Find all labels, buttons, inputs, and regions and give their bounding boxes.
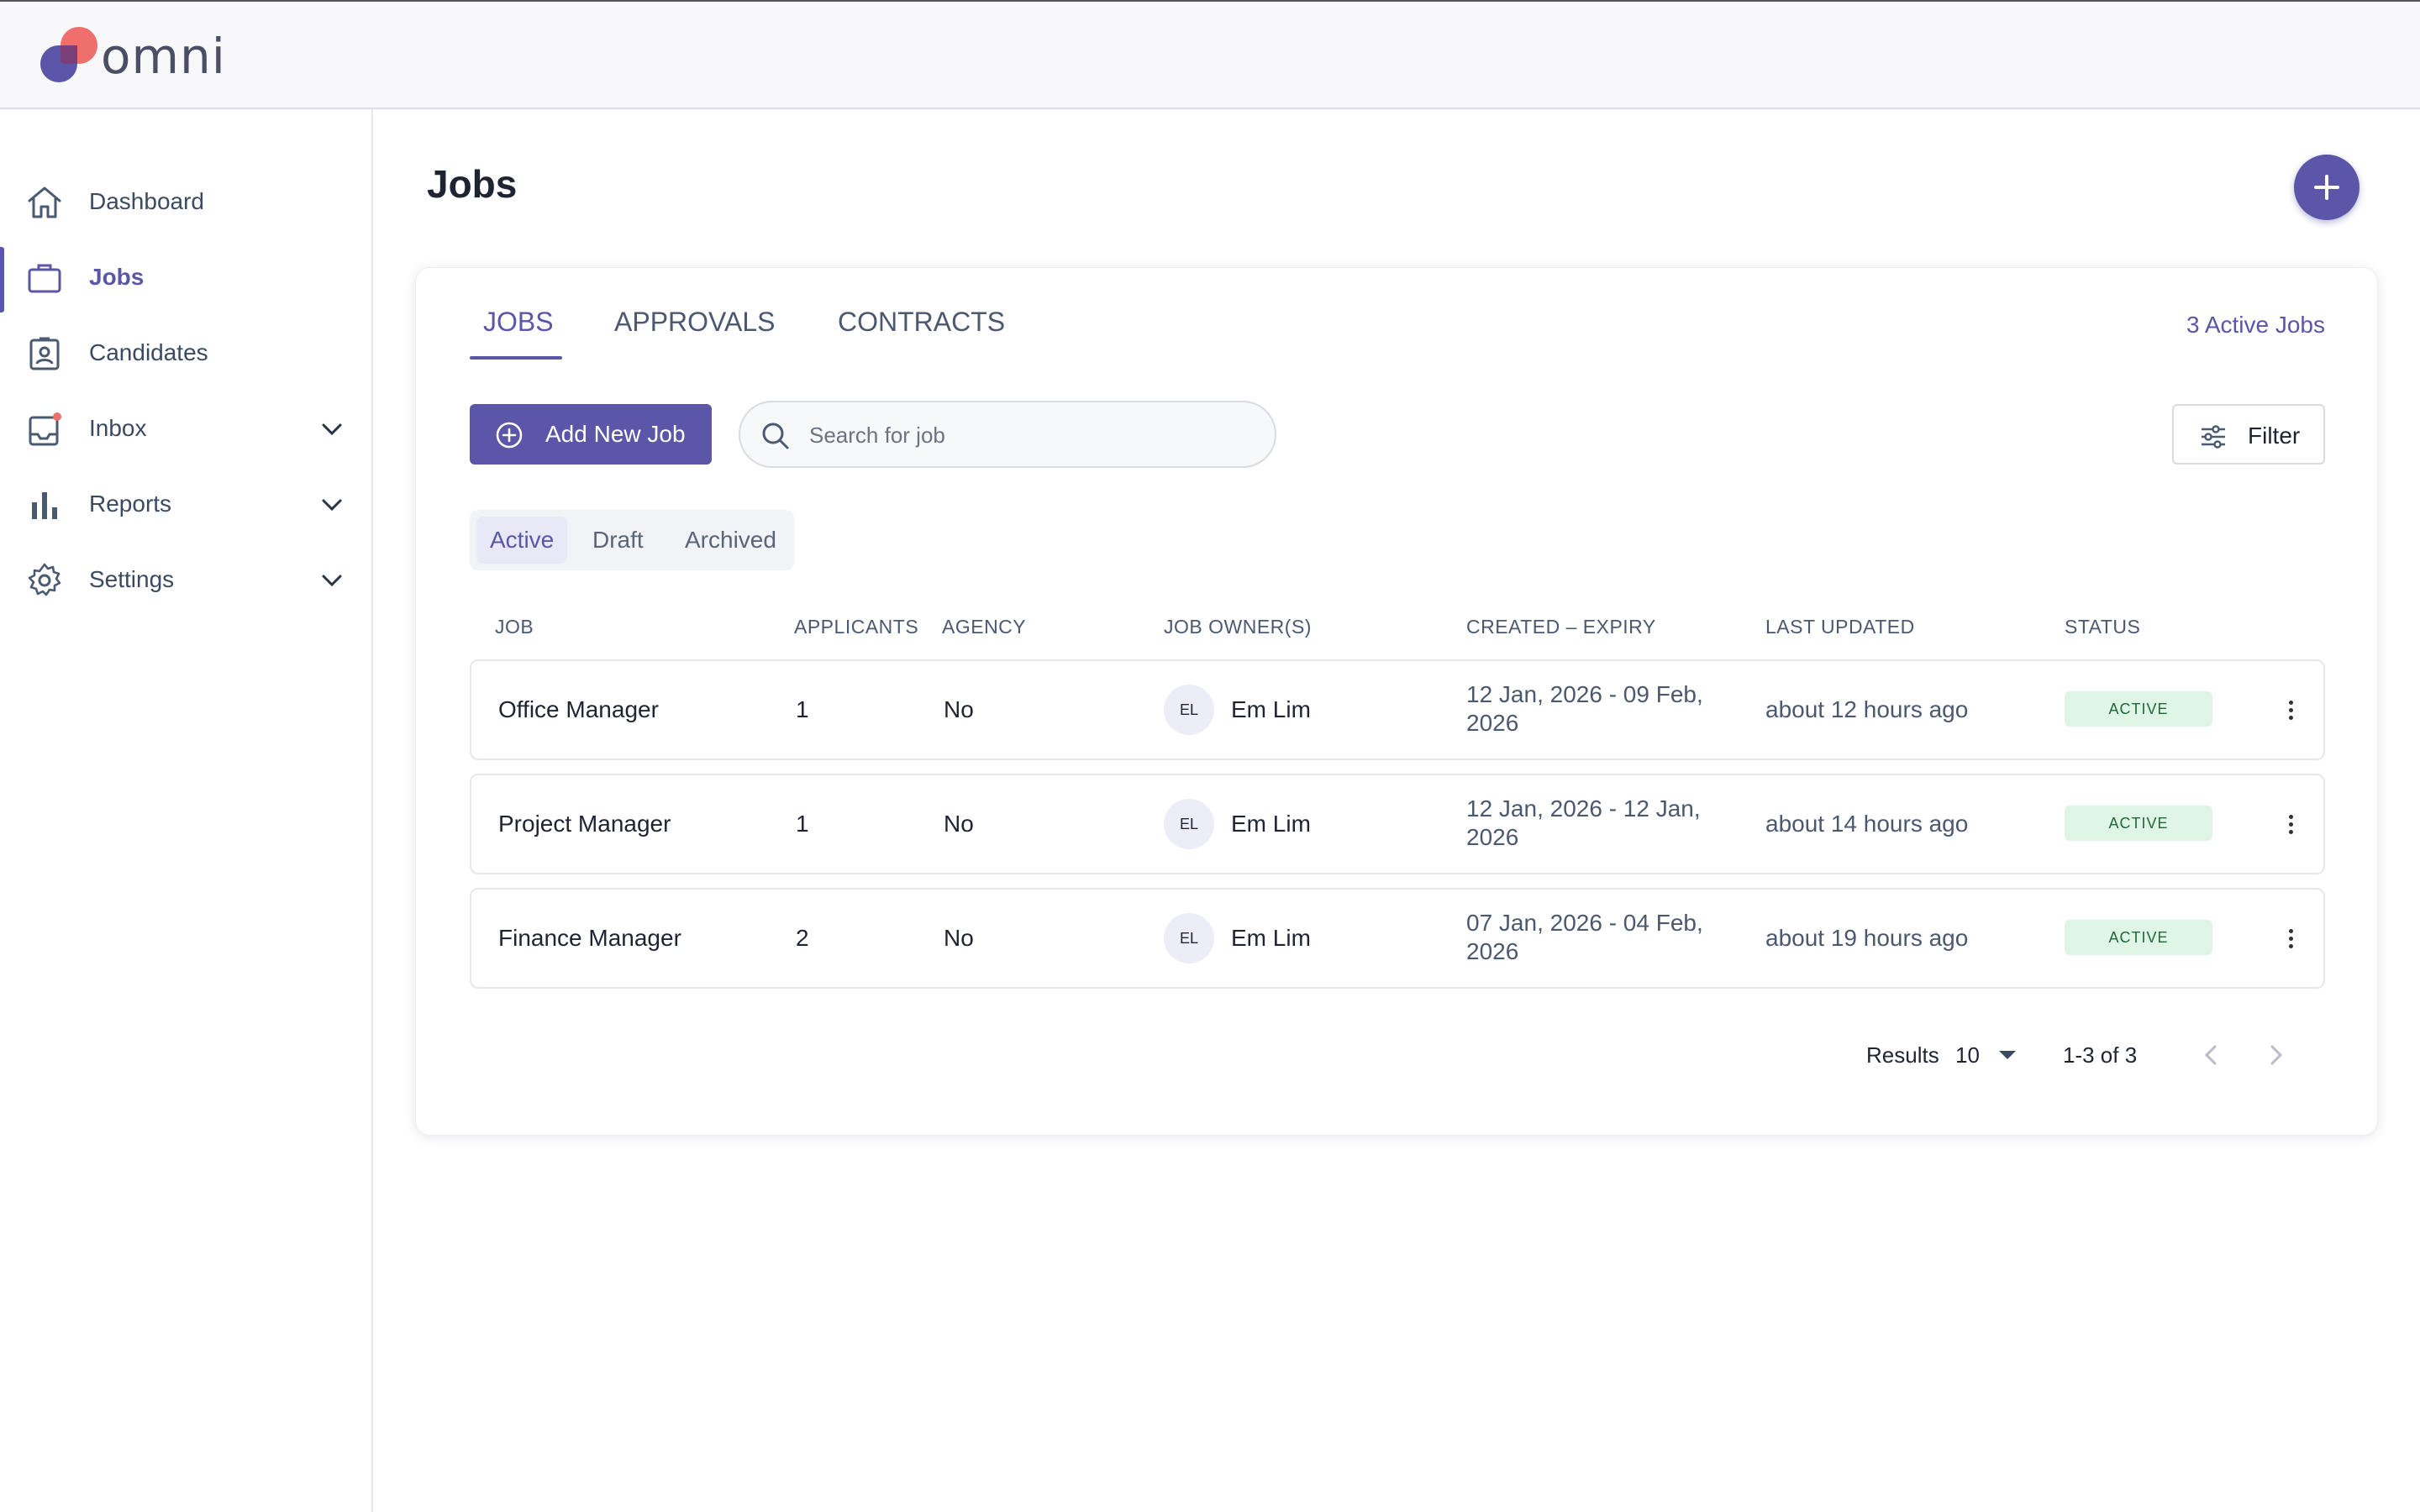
row-menu-icon[interactable] (2278, 693, 2303, 727)
avatar: EL (1164, 685, 1214, 735)
id-badge-icon (29, 337, 60, 370)
status-option-archived[interactable]: Archived (685, 527, 776, 553)
column-header-status[interactable]: STATUS (2065, 616, 2141, 638)
sidebar-item-settings[interactable]: Settings (0, 546, 371, 613)
chevron-down-icon[interactable] (318, 491, 346, 519)
row-menu-icon[interactable] (2278, 921, 2303, 955)
sidebar: Dashboard Jobs Candidates Inbox (0, 109, 373, 1512)
job-title[interactable]: Finance Manager (498, 925, 681, 951)
filter-button[interactable]: Filter (2172, 404, 2325, 465)
sidebar-item-dashboard[interactable]: Dashboard (0, 168, 371, 235)
top-bar: omni (0, 0, 2420, 109)
sidebar-item-candidates[interactable]: Candidates (0, 319, 371, 386)
job-title[interactable]: Project Manager (498, 811, 671, 837)
table-row[interactable]: Project Manager 1 No EL Em Lim 12 Jan, 2… (470, 774, 2325, 874)
sidebar-item-inbox[interactable]: Inbox (0, 395, 371, 462)
column-header-last-updated[interactable]: LAST UPDATED (1765, 616, 1915, 638)
search-input[interactable] (809, 417, 1246, 453)
applicants-count: 2 (796, 925, 809, 951)
sidebar-item-label: Dashboard (89, 188, 204, 214)
active-tab-indicator (470, 356, 562, 360)
created-expiry-line2: 2026 (1466, 824, 1519, 850)
briefcase-icon (28, 264, 61, 293)
column-header-created-expiry[interactable]: CREATED – EXPIRY (1466, 616, 1656, 638)
inbox-icon (29, 412, 61, 446)
column-header-job-owners[interactable]: JOB OWNER(S) (1164, 616, 1312, 638)
table-row[interactable]: Finance Manager 2 No EL Em Lim 07 Jan, 2… (470, 888, 2325, 989)
status-option-draft[interactable]: Draft (592, 527, 644, 553)
page-title: Jobs (427, 162, 518, 206)
last-updated: about 14 hours ago (1765, 811, 1969, 837)
last-updated: about 12 hours ago (1765, 696, 1969, 722)
created-expiry-line1: 07 Jan, 2026 - 04 Feb, (1466, 910, 1703, 936)
status-badge: ACTIVE (2065, 920, 2212, 955)
owner-name: Em Lim (1231, 925, 1311, 951)
owner-name: Em Lim (1231, 811, 1311, 837)
caret-down-icon (1999, 1051, 2016, 1059)
results-per-page-select[interactable]: 10 (1955, 1037, 2023, 1071)
created-expiry-line2: 2026 (1466, 710, 1519, 736)
chevron-left-icon[interactable] (2194, 1034, 2228, 1076)
plus-circle-icon (496, 422, 523, 449)
avatar: EL (1164, 799, 1214, 849)
created-expiry-line1: 12 Jan, 2026 - 09 Feb, (1466, 681, 1703, 707)
chevron-down-icon[interactable] (318, 566, 346, 595)
sidebar-item-label: Inbox (89, 415, 147, 441)
page-range: 1-3 of 3 (2063, 1042, 2138, 1068)
owner-name: Em Lim (1231, 696, 1311, 722)
tab-contracts[interactable]: CONTRACTS (838, 307, 1006, 337)
status-badge: ACTIVE (2065, 806, 2212, 841)
created-expiry-line1: 12 Jan, 2026 - 12 Jan, (1466, 795, 1701, 822)
sidebar-item-label: Settings (89, 566, 175, 592)
add-new-job-button[interactable]: Add New Job (470, 404, 712, 465)
app-logo[interactable]: omni (39, 27, 226, 86)
applicants-count: 1 (796, 811, 809, 837)
status-badge: ACTIVE (2065, 691, 2212, 727)
sidebar-item-reports[interactable]: Reports (0, 470, 371, 538)
job-title[interactable]: Office Manager (498, 696, 659, 722)
table-row[interactable]: Office Manager 1 No EL Em Lim 12 Jan, 20… (470, 659, 2325, 760)
status-option-active[interactable]: Active (476, 517, 568, 564)
logo-icon (39, 27, 97, 86)
per-page-value: 10 (1955, 1042, 1980, 1068)
results-label: Results (1866, 1042, 1939, 1068)
home-icon (28, 186, 61, 218)
chevron-right-icon[interactable] (2260, 1034, 2293, 1076)
chevron-down-icon[interactable] (318, 415, 346, 444)
column-header-applicants[interactable]: APPLICANTS (794, 616, 919, 638)
agency-value: No (944, 696, 974, 722)
row-menu-icon[interactable] (2278, 807, 2303, 841)
agency-value: No (944, 925, 974, 951)
created-expiry-line2: 2026 (1466, 938, 1519, 964)
app-name: omni (101, 28, 226, 85)
bar-chart-icon (32, 492, 57, 519)
jobs-card: JOBS APPROVALS CONTRACTS 3 Active Jobs A… (415, 267, 2378, 1136)
active-jobs-count: 3 Active Jobs (2186, 312, 2325, 338)
column-header-job[interactable]: JOB (495, 616, 534, 638)
add-new-job-label: Add New Job (545, 421, 686, 447)
last-updated: about 19 hours ago (1765, 925, 1969, 951)
filter-label: Filter (2248, 423, 2301, 449)
job-search-box (739, 401, 1276, 468)
plus-icon (2314, 175, 2339, 200)
gear-icon (28, 563, 61, 596)
tab-jobs[interactable]: JOBS (483, 307, 554, 337)
sidebar-item-jobs[interactable]: Jobs (0, 244, 371, 312)
sidebar-item-label: Candidates (89, 339, 208, 365)
status-segmented-control: Active Draft Archived (470, 510, 794, 570)
search-icon (762, 423, 789, 449)
agency-value: No (944, 811, 974, 837)
avatar: EL (1164, 913, 1214, 963)
create-button[interactable] (2294, 155, 2360, 220)
sidebar-item-label: Reports (89, 491, 172, 517)
column-header-agency[interactable]: AGENCY (942, 616, 1027, 638)
sidebar-item-label: Jobs (89, 264, 145, 290)
tab-approvals[interactable]: APPROVALS (614, 307, 776, 337)
applicants-count: 1 (796, 696, 809, 722)
sliders-icon (2202, 425, 2225, 449)
